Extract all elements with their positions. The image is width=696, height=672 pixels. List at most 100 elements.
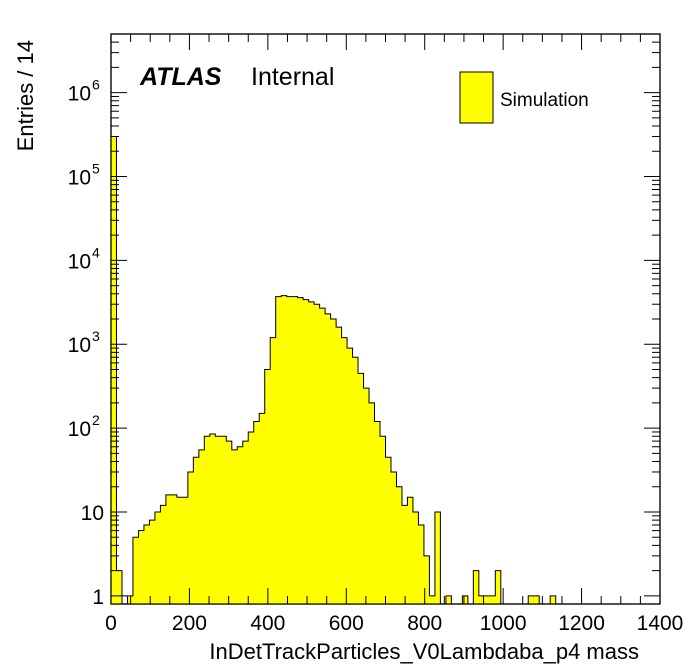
y-tick-exponent: 4: [92, 244, 100, 260]
histogram-bar: [111, 136, 117, 605]
histogram-bar: [215, 436, 222, 604]
histogram-bar: [297, 297, 304, 604]
histogram-bar: [319, 308, 326, 604]
x-tick-label: 1200: [558, 612, 605, 635]
histogram-bar: [253, 421, 260, 604]
x-tick-label: 1000: [480, 612, 527, 635]
histogram-bar: [429, 595, 436, 604]
x-tick-label: 600: [329, 612, 364, 635]
histogram-bar: [385, 457, 392, 604]
histogram-bar: [209, 434, 216, 604]
histogram-bars: [111, 136, 557, 605]
histogram-bar: [390, 471, 397, 604]
histogram-bar: [462, 595, 469, 604]
histogram-bar: [237, 446, 244, 604]
histogram-bar: [347, 348, 353, 604]
y-tick-exponent: 2: [92, 412, 100, 428]
histogram-bar: [176, 497, 183, 604]
histogram-bar: [434, 512, 441, 604]
histogram-bar: [132, 537, 139, 604]
y-tick-label: 10: [68, 334, 91, 357]
histogram-bar: [160, 505, 167, 604]
histogram-bar: [341, 337, 348, 604]
x-tick-label: 1400: [637, 612, 684, 635]
histogram-bar: [231, 449, 238, 604]
histogram-bar: [138, 530, 145, 604]
histogram-bar: [248, 431, 255, 604]
histogram-bar: [303, 299, 310, 604]
histogram-bar: [193, 457, 200, 604]
atlas-label: ATLAS: [139, 63, 222, 91]
histogram-bar: [226, 441, 233, 604]
histogram-bar: [374, 421, 381, 604]
histogram-bar: [401, 505, 408, 604]
histogram-bar: [220, 436, 227, 604]
y-tick-label: 10: [68, 250, 91, 273]
histogram-bar: [358, 373, 364, 604]
histogram-bar: [292, 296, 299, 604]
y-tick-label: 10: [81, 502, 104, 525]
histogram-bar: [286, 296, 293, 604]
histogram-bar: [116, 570, 123, 604]
histogram-bar: [528, 595, 535, 604]
histogram-bar: [275, 296, 282, 604]
histogram-bar: [336, 327, 342, 604]
axis-ticks: [110, 33, 661, 604]
histogram-bar: [154, 512, 161, 604]
histogram-bar: [445, 595, 452, 604]
legend: Simulation: [459, 71, 589, 124]
y-tick-label: 10: [68, 418, 91, 441]
y-tick-exponent: 5: [92, 161, 100, 177]
histogram-bar: [418, 524, 425, 604]
histogram-bar: [550, 595, 557, 604]
histogram-bar: [165, 494, 172, 604]
histogram-bar: [281, 295, 288, 604]
x-tick-label: 800: [407, 612, 442, 635]
y-tick-exponent: 6: [92, 77, 100, 93]
histogram-bar: [187, 471, 194, 604]
y-tick-label: 10: [68, 83, 91, 106]
legend-swatch: [459, 71, 494, 124]
histogram-bar: [308, 301, 315, 604]
x-tick-label: 400: [250, 612, 285, 635]
histogram-bar: [369, 402, 375, 604]
histogram-bar: [380, 436, 386, 604]
histogram-bar: [407, 497, 414, 604]
histogram-bar: [473, 570, 480, 604]
histogram-bar: [396, 486, 403, 604]
histogram-bar: [423, 555, 430, 604]
x-tick-label: 0: [105, 612, 117, 635]
histogram-bar: [352, 357, 359, 604]
histogram-bar: [325, 313, 331, 604]
histogram-bar: [478, 595, 485, 604]
histogram-bar: [182, 497, 189, 604]
histogram-bar: [149, 520, 156, 604]
histogram-bar: [198, 449, 205, 604]
y-tick-label: 10: [68, 167, 91, 190]
histogram-bar: [314, 304, 321, 604]
histogram-bar: [489, 595, 496, 604]
internal-label: Internal: [251, 63, 334, 91]
histogram-bar: [171, 494, 178, 604]
histogram-bar: [204, 436, 211, 604]
histogram-bar: [484, 595, 491, 604]
histogram-bar: [533, 595, 540, 604]
histogram-bar: [270, 337, 277, 604]
y-axis-title: Entries / 14: [13, 40, 38, 151]
histogram-bar: [259, 413, 266, 604]
histogram-bar: [495, 570, 502, 604]
legend-label: Simulation: [500, 90, 589, 111]
x-tick-label: 200: [172, 612, 207, 635]
histogram-bar: [264, 369, 271, 604]
y-tick-label: 1: [92, 586, 104, 609]
x-axis-title: InDetTrackParticles_V0Lambdaba_p4 mass: [209, 639, 639, 664]
histogram-bar: [412, 512, 419, 604]
plot-frame-top: [110, 33, 661, 605]
histogram-bar: [363, 388, 370, 604]
histogram-bar: [330, 319, 337, 604]
y-tick-exponent: 3: [92, 328, 100, 344]
histogram-bar: [143, 524, 150, 604]
histogram-bar: [242, 441, 249, 604]
